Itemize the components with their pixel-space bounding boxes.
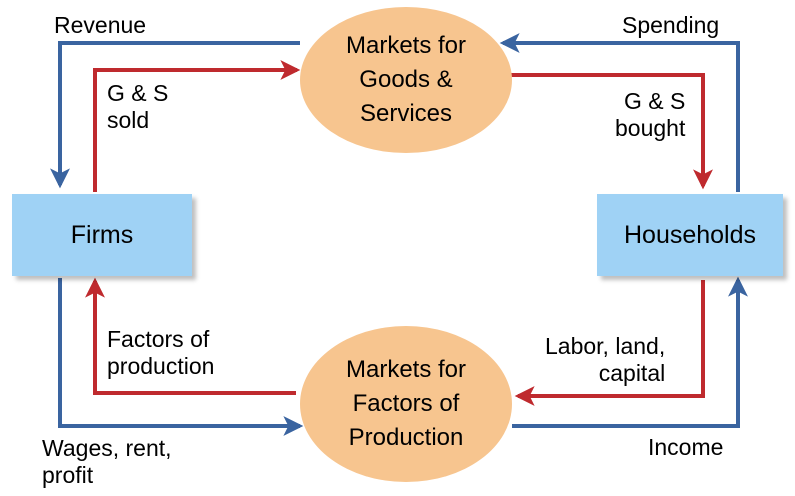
households-label: Households — [623, 220, 757, 249]
firms-box: Firms — [12, 194, 192, 276]
spending-flow-arrow — [499, 33, 740, 192]
wages-rent-profit-label: Wages, rent, profit — [42, 435, 172, 488]
factors-production-market-label: Markets for Factors of Production — [345, 356, 467, 451]
factors-of-production-label: Factors of production — [107, 326, 215, 379]
labor-land-capital-flow-arrow — [514, 280, 705, 406]
gs-bought-label: G & S bought — [615, 88, 686, 141]
goods-services-market-ellipse: Markets for Goods & Services — [300, 7, 512, 153]
wages-flow-arrow — [58, 278, 304, 436]
factors-flow-arrow — [85, 277, 296, 395]
revenue-label: Revenue — [54, 12, 147, 38]
income-label: Income — [648, 434, 724, 460]
households-box: Households — [597, 194, 783, 276]
gs-sold-flow-arrow — [93, 60, 301, 192]
gs-bought-flow-arrow — [510, 73, 713, 190]
spending-label: Spending — [622, 12, 720, 38]
factors-production-market-ellipse: Markets for Factors of Production — [300, 326, 512, 482]
labor-land-capital-label: Labor, land, capital — [545, 333, 666, 386]
goods-services-market-label: Markets for Goods & Services — [345, 32, 467, 127]
revenue-flow-arrow — [50, 41, 300, 189]
gs-sold-label: G & S sold — [107, 80, 169, 133]
firms-label: Firms — [70, 220, 134, 249]
income-flow-arrow — [512, 276, 748, 428]
